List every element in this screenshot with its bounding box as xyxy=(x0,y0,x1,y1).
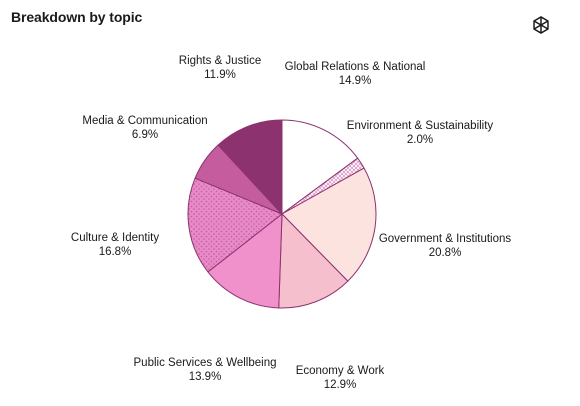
slice-label-0: Global Relations & National 14.9% xyxy=(285,60,426,88)
pie-slice-7 xyxy=(217,119,283,215)
openai-logo-icon xyxy=(533,16,549,34)
slice-category-7: Rights & Justice xyxy=(178,55,262,67)
slice-category-3: Economy & Work xyxy=(295,365,385,377)
pie-slice-0 xyxy=(281,119,359,215)
slice-value-6: 6.9% xyxy=(131,129,159,141)
slice-label-4: Public Services & Wellbeing 13.9% xyxy=(134,356,277,384)
slice-label-7: Rights & Justice 11.9% xyxy=(179,54,261,82)
slice-category-4: Public Services & Wellbeing xyxy=(133,357,277,369)
slice-value-0: 14.9% xyxy=(338,75,372,87)
pie-slice-5 xyxy=(187,177,283,273)
slice-value-4: 13.9% xyxy=(188,371,222,383)
slice-category-0: Global Relations & National xyxy=(284,61,426,73)
slice-label-2: Government & Institutions 20.8% xyxy=(379,232,511,260)
pie-slice-2 xyxy=(281,167,377,282)
slice-category-2: Government & Institutions xyxy=(378,233,512,245)
pie-slice-4 xyxy=(207,213,283,309)
slice-value-1: 2.0% xyxy=(406,134,434,146)
slice-category-6: Media & Communication xyxy=(82,115,208,127)
slice-value-5: 16.8% xyxy=(98,246,132,258)
slice-category-1: Environment & Sustainability xyxy=(346,120,494,132)
chart-title: Breakdown by topic xyxy=(11,9,143,25)
pie-slice-3 xyxy=(278,213,349,309)
slice-category-5: Culture & Identity xyxy=(70,232,160,244)
slice-value-7: 11.9% xyxy=(204,69,236,81)
slice-label-1: Environment & Sustainability 2.0% xyxy=(347,119,493,147)
slice-label-3: Economy & Work 12.9% xyxy=(296,364,385,392)
slice-label-5: Culture & Identity 16.8% xyxy=(71,231,159,259)
slice-value-3: 12.9% xyxy=(323,379,357,391)
slice-value-2: 20.8% xyxy=(428,247,462,259)
slice-label-6: Media & Communication 6.9% xyxy=(82,114,207,142)
